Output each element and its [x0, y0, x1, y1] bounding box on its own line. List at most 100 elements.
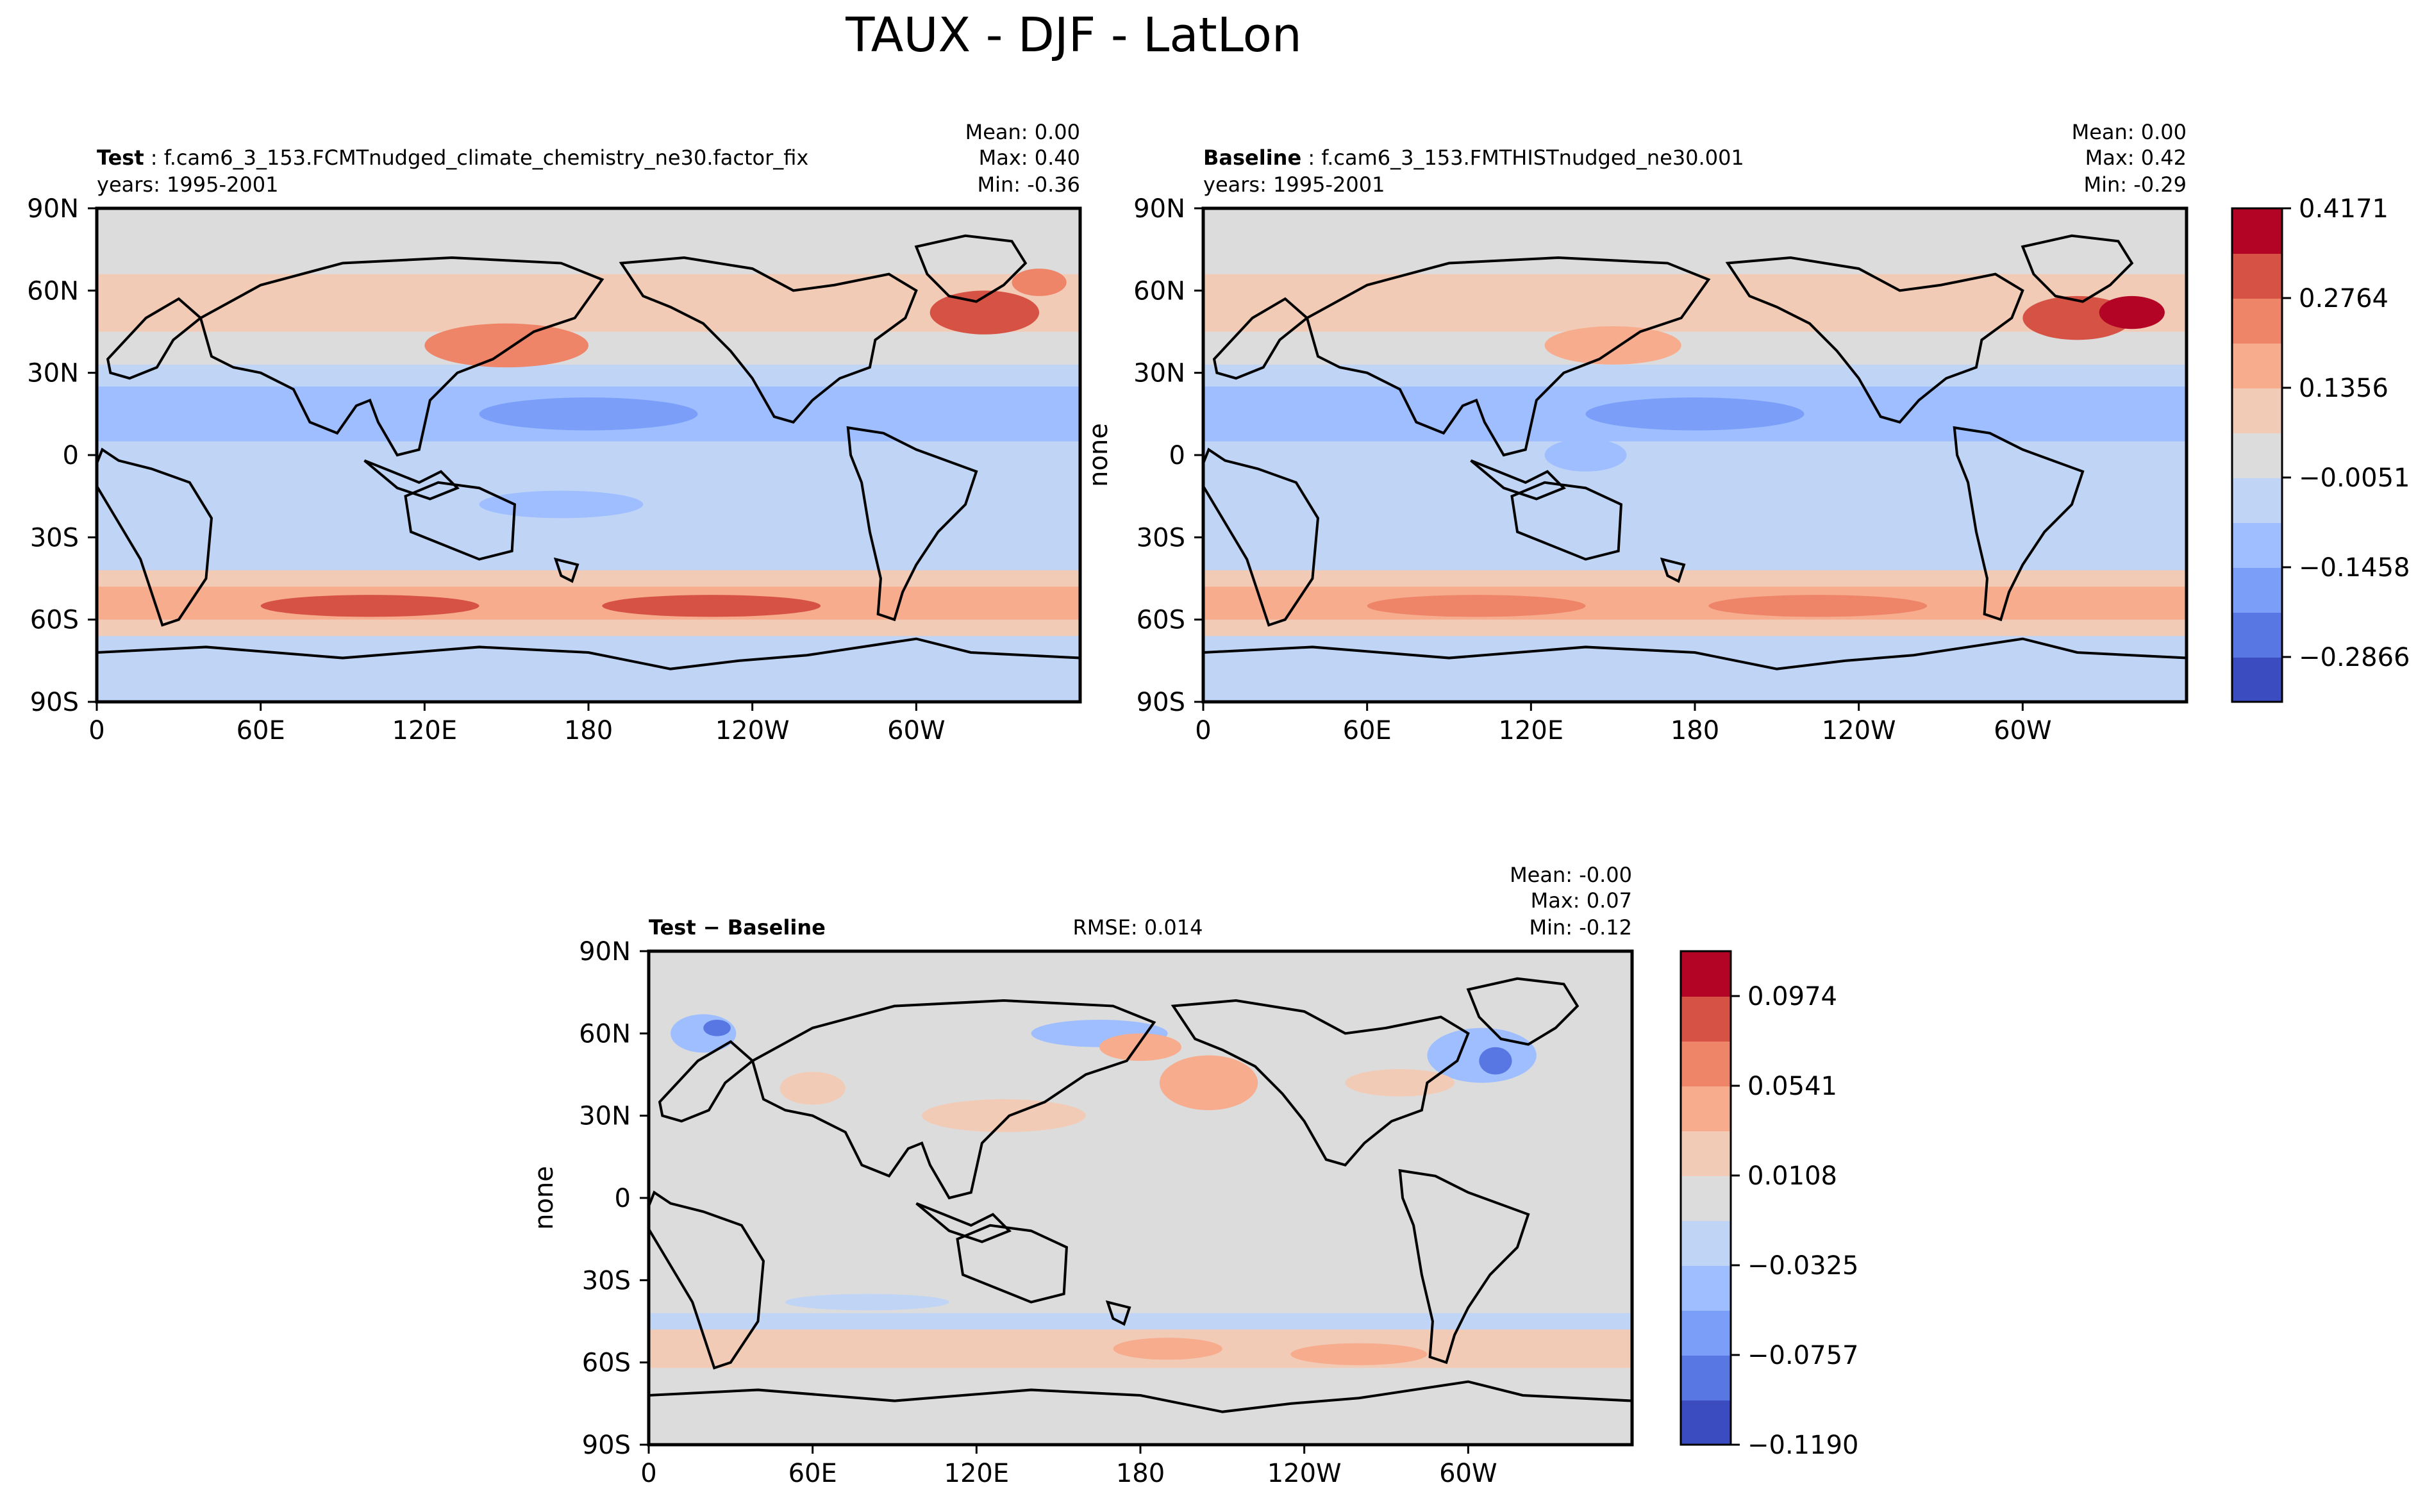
x-tick-label: 120W [1822, 716, 1896, 745]
y-tick-label: 90S [1137, 688, 1185, 717]
colorbar-swatch [1681, 1220, 1731, 1266]
y-tick-label: 30N [27, 359, 79, 388]
contour-band [97, 364, 1080, 388]
contour-patch [2099, 295, 2165, 329]
contour-patch [1544, 326, 1681, 365]
plot-area-baseline [1203, 208, 2187, 702]
y-tick-label: 30S [1137, 523, 1185, 552]
colorbar-swatch [2232, 253, 2282, 299]
contour-band [1203, 258, 2187, 275]
colorbar-tick-label: 0.0108 [1747, 1161, 1837, 1191]
contour-patch [479, 397, 698, 431]
stat-min: Min: -0.29 [2083, 172, 2187, 197]
contour-patch [424, 323, 589, 368]
contour-patch [602, 595, 821, 617]
y-tick-label: 30N [579, 1102, 631, 1131]
colorbar-tick-label: −0.0757 [1747, 1341, 1858, 1370]
colorbar-swatch [2232, 657, 2282, 702]
colorbar-tick-label: 0.0974 [1747, 982, 1837, 1011]
colorbar-swatch [2232, 208, 2282, 254]
colorbar-swatch [2232, 298, 2282, 344]
x-tick-label: 60E [1343, 716, 1392, 745]
colorbar-frame [2231, 207, 2283, 703]
contour-band [97, 274, 1080, 333]
y-tick-label: 60N [27, 276, 79, 306]
contour-patch [1345, 1068, 1455, 1097]
y-tick-label: 0 [615, 1184, 631, 1213]
contour-band [1203, 441, 2187, 483]
y-tick-label: 90N [579, 937, 631, 967]
years-label: years: 1995-2001 [97, 172, 278, 197]
contour-patch [785, 1293, 949, 1311]
stat-max: Max: 0.07 [1531, 888, 1632, 913]
y-axis-label: none [1084, 423, 1113, 487]
y-axis-label: none [529, 1166, 559, 1230]
colorbar-tick-label: 0.0541 [1747, 1072, 1837, 1101]
contour-patch [1159, 1055, 1258, 1111]
colorbar-tick-label: −0.0051 [2299, 463, 2410, 493]
stat-mean: Mean: 0.00 [965, 120, 1080, 144]
contour-band [1203, 208, 2187, 258]
colorbar-swatch [1681, 1176, 1731, 1221]
contour-band [97, 570, 1080, 588]
contour-band [97, 331, 1080, 365]
colorbar-swatch [2232, 522, 2282, 568]
contour-patch [1479, 1047, 1512, 1075]
x-tick-label: 120E [392, 716, 458, 745]
colorbar-swatch [1681, 1355, 1731, 1400]
contour-patch [1099, 1033, 1181, 1061]
contour-patch [1708, 595, 1928, 617]
stat-mean: Mean: -0.00 [1510, 863, 1632, 887]
contour-patch [703, 1019, 731, 1036]
contour-band [97, 586, 1080, 620]
stat-max: Max: 0.40 [979, 145, 1080, 170]
colorbar-swatch [1681, 1310, 1731, 1356]
y-tick-label: 60N [1133, 276, 1185, 306]
stat-mean: Mean: 0.00 [2072, 120, 2187, 144]
x-tick-label: 120E [944, 1459, 1010, 1488]
x-tick-label: 180 [564, 716, 613, 745]
contour-band [97, 636, 1080, 702]
contour-patch [1544, 438, 1627, 472]
colorbar-swatch [1681, 951, 1731, 997]
x-tick-label: 60W [1439, 1459, 1497, 1488]
colorbar-tick-label: 0.4171 [2299, 194, 2388, 224]
contour-band [1203, 570, 2187, 588]
contour-patch [1367, 595, 1586, 617]
plot-area-test [97, 208, 1080, 702]
plot-area-difference [649, 951, 1632, 1445]
contour-patch [1012, 269, 1067, 296]
contour-patch [479, 490, 644, 519]
stat-max: Max: 0.42 [2085, 145, 2187, 170]
contour-band [649, 1368, 1632, 1445]
contour-patch [922, 1099, 1086, 1133]
colorbar-swatch [2232, 388, 2282, 433]
colorbar-swatch [2232, 478, 2282, 523]
y-tick-label: 60S [1137, 606, 1185, 635]
contour-band [1203, 482, 2187, 538]
x-tick-label: 0 [88, 716, 104, 745]
y-tick-label: 30N [1133, 359, 1185, 388]
x-tick-label: 0 [640, 1459, 656, 1488]
colorbar-baseline: 0.4171 0.2764 0.1356 −0.0051 −0.1458 −0.2866 [2231, 194, 2410, 703]
contour-band [1203, 331, 2187, 365]
colorbar-tick-label: −0.1190 [1747, 1431, 1858, 1460]
contour-band [1203, 364, 2187, 388]
contour-band [97, 258, 1080, 275]
y-tick-label: 30S [582, 1266, 631, 1295]
contour-patch [929, 290, 1040, 335]
y-tick-label: 60S [30, 606, 79, 635]
x-tick-label: 60W [1994, 716, 2051, 745]
panel-label: Test : f.cam6_3_153.FCMTnudged_climate_c… [97, 145, 808, 170]
colorbar-swatch [1681, 1086, 1731, 1131]
stat-min: Min: -0.36 [977, 172, 1080, 197]
y-tick-label: 60S [582, 1349, 631, 1378]
y-tick-label: 0 [63, 441, 79, 470]
x-tick-label: 60W [887, 716, 945, 745]
contour-band [97, 441, 1080, 483]
colorbar-frame [1680, 950, 1732, 1446]
colorbar-tick-label: −0.0325 [1747, 1251, 1858, 1281]
y-tick-label: 30S [30, 523, 79, 552]
